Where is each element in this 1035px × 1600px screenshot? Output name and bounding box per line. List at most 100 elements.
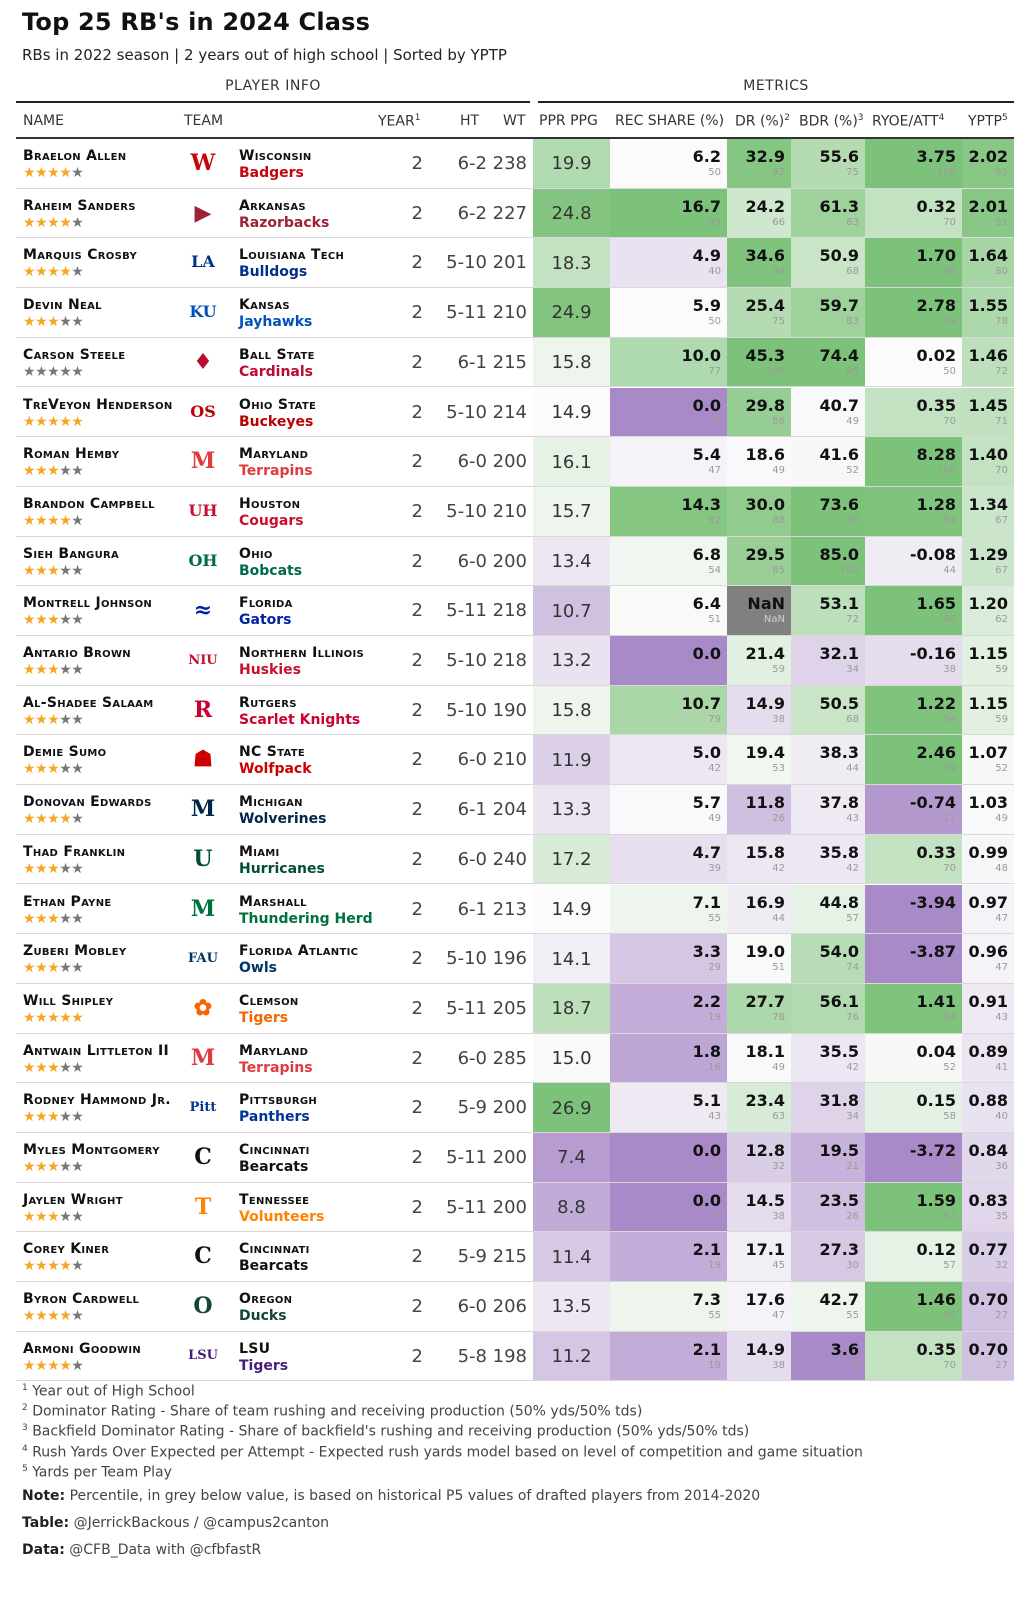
star-icon: ★ bbox=[47, 1308, 60, 1325]
weight-value: 200 bbox=[492, 1147, 527, 1168]
year-value: 2 bbox=[411, 1097, 423, 1119]
rec-share-percentile: 43 bbox=[708, 1111, 721, 1123]
star-icon: ★ bbox=[35, 214, 48, 231]
star-icon: ★ bbox=[35, 761, 48, 778]
ryoe-value: -3.94 bbox=[909, 892, 956, 912]
player-name: Armoni Goodwin bbox=[23, 1340, 142, 1357]
dr-cell: 17.6 47 bbox=[727, 1282, 791, 1332]
bdr-value: 59.7 bbox=[819, 296, 859, 316]
bdr-value: 23.5 bbox=[819, 1190, 859, 1210]
bdr-cell: 50.9 68 bbox=[791, 238, 865, 289]
yptp-value: 0.89 bbox=[968, 1041, 1008, 1061]
star-icon: ★ bbox=[47, 1258, 60, 1275]
bdr-value: 32.1 bbox=[819, 644, 859, 663]
ryoe-value: 0.02 bbox=[916, 345, 956, 365]
bdr-cell: 50.5 68 bbox=[791, 685, 865, 736]
team-logo-glyph: KU bbox=[189, 302, 217, 322]
star-icon: ★ bbox=[59, 1159, 72, 1175]
star-icon: ★ bbox=[59, 662, 72, 678]
star-icon: ★ bbox=[35, 264, 48, 281]
header-ryoe-text: RYOE/ATT bbox=[872, 113, 939, 130]
yptp-percentile: 27 bbox=[995, 1310, 1008, 1322]
star-icon: ★ bbox=[47, 562, 60, 579]
player-name: Thad Franklin bbox=[23, 843, 126, 860]
ppr-ppg-value: 15.0 bbox=[551, 1047, 592, 1069]
dr-value: 45.3 bbox=[745, 345, 785, 365]
ppr-ppg-value: 10.7 bbox=[551, 600, 592, 622]
bdr-percentile: 42 bbox=[846, 862, 859, 874]
year-value: 2 bbox=[411, 1147, 423, 1168]
rec-share-cell: 0.0 5 bbox=[610, 387, 727, 438]
yptp-value: 1.34 bbox=[968, 494, 1008, 514]
chart-title: Top 25 RB's in 2024 Class bbox=[22, 8, 371, 36]
yptp-percentile: 41 bbox=[995, 1061, 1008, 1073]
height-value: 6-0 bbox=[457, 1047, 487, 1069]
yptp-cell: 0.89 41 bbox=[962, 1033, 1014, 1084]
team-logo-glyph: OH bbox=[188, 550, 218, 570]
star-icon: ★ bbox=[71, 1109, 84, 1126]
player-name: Corey Kiner bbox=[23, 1241, 110, 1258]
bdr-value: 74.4 bbox=[819, 345, 859, 365]
bdr-value: 38.3 bbox=[819, 743, 859, 763]
bdr-percentile: 57 bbox=[846, 912, 859, 924]
yptp-percentile: 49 bbox=[995, 813, 1008, 825]
star-rating: ★★★★★ bbox=[23, 712, 84, 728]
star-icon: ★ bbox=[23, 363, 36, 380]
star-icon: ★ bbox=[23, 1357, 36, 1374]
team-mascot: Terrapins bbox=[239, 1059, 313, 1076]
yptp-cell: 0.96 47 bbox=[962, 934, 1014, 984]
team-mascot: Cardinals bbox=[239, 363, 313, 380]
ppr-ppg-value: 13.5 bbox=[551, 1296, 592, 1318]
ryoe-cell: 1.46 95 bbox=[865, 1282, 962, 1332]
rec-share-cell: 5.1 43 bbox=[610, 1083, 727, 1133]
height-value: 5-11 bbox=[446, 302, 487, 324]
team-mascot: Scarlet Knights bbox=[239, 711, 361, 728]
rec-share-percentile: 16 bbox=[708, 1061, 721, 1073]
yptp-percentile: 52 bbox=[995, 763, 1008, 775]
team-mascot: Bearcats bbox=[239, 1159, 309, 1175]
player-name: Antwain Littleton II bbox=[23, 1042, 170, 1059]
star-rating: ★★★★★ bbox=[23, 861, 84, 877]
player-name: Byron Cardwell bbox=[23, 1291, 140, 1308]
year-value: 2 bbox=[411, 749, 423, 771]
ryoe-percentile: 11 bbox=[943, 813, 956, 825]
star-rating: ★★★★★ bbox=[23, 1109, 84, 1126]
dr-percentile: 53 bbox=[772, 763, 785, 775]
star-icon: ★ bbox=[47, 264, 60, 281]
star-icon: ★ bbox=[71, 1208, 84, 1225]
team-logo-glyph: U bbox=[193, 845, 213, 872]
star-icon: ★ bbox=[59, 761, 72, 778]
ppr-ppg-cell: 19.9 bbox=[533, 139, 610, 189]
michigan-m-icon: M bbox=[181, 791, 225, 827]
footnote-4-sup: 4 bbox=[22, 1444, 28, 1454]
rec-share-percentile: 92 bbox=[708, 514, 721, 526]
ryoe-value: 8.28 bbox=[916, 445, 956, 465]
player-name: Zuberi Mobley bbox=[23, 943, 127, 960]
team-mascot: Razorbacks bbox=[239, 214, 330, 231]
footnote-5: 5 Yards per Team Play bbox=[22, 1464, 172, 1481]
star-rating: ★★★★★ bbox=[23, 562, 84, 579]
yptp-value: 2.01 bbox=[968, 196, 1008, 216]
bdr-value: 31.8 bbox=[819, 1091, 859, 1111]
star-rating: ★★★★★ bbox=[23, 165, 84, 181]
dr-cell: 17.1 45 bbox=[727, 1232, 791, 1283]
yptp-cell: 2.02 91 bbox=[962, 139, 1014, 189]
height-value: 5-8 bbox=[457, 1345, 487, 1367]
yptp-value: 0.88 bbox=[968, 1091, 1008, 1111]
weight-value: 196 bbox=[492, 948, 527, 970]
ryoe-cell: 0.12 57 bbox=[865, 1232, 962, 1283]
ppr-ppg-value: 14.1 bbox=[551, 948, 592, 970]
star-icon: ★ bbox=[47, 662, 60, 678]
yptp-cell: 1.20 62 bbox=[962, 586, 1014, 636]
ryoe-percentile: 98 bbox=[943, 614, 956, 626]
star-icon: ★ bbox=[23, 960, 36, 977]
yptp-value: 0.97 bbox=[968, 892, 1008, 912]
table-row: Devin Neal ★★★★★ KU Kansas Jayhawks 2 5-11 210 2… bbox=[0, 288, 1035, 338]
dr-value: 14.9 bbox=[745, 693, 785, 713]
data-credit-label: Data: bbox=[22, 1542, 65, 1558]
bdr-value: 56.1 bbox=[819, 991, 859, 1011]
dr-cell: NaN NaN bbox=[727, 586, 791, 636]
rec-share-percentile: 51 bbox=[708, 614, 721, 626]
year-value: 2 bbox=[411, 500, 423, 522]
height-value: 5-11 bbox=[446, 997, 487, 1019]
